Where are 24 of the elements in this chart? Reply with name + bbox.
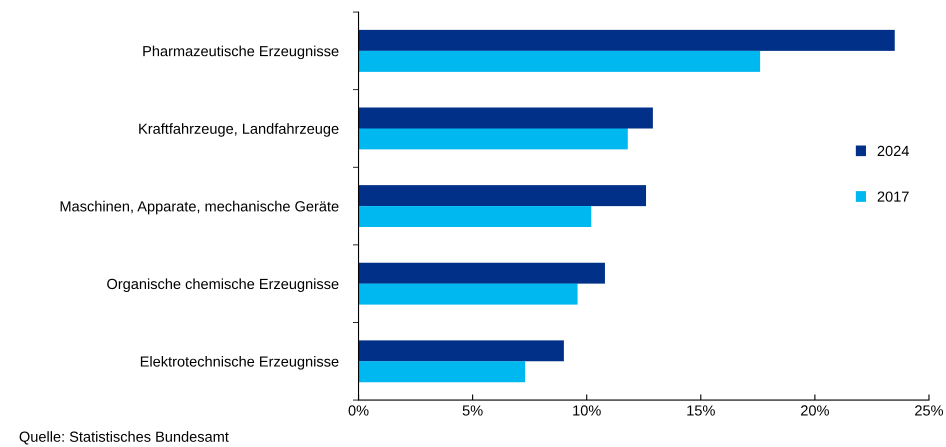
x-tick-label: 15%: [687, 405, 715, 416]
bar: [358, 50, 760, 72]
bar: [358, 185, 646, 206]
x-tick-label: 5%: [462, 405, 483, 416]
x-tick-label: 25%: [915, 405, 944, 416]
x-tick-label: 0%: [348, 405, 369, 416]
bar: [358, 361, 526, 382]
legend-label: 2024: [878, 146, 909, 156]
bar: [358, 340, 564, 362]
source-note: Quelle: Statistisches Bundesamt: [20, 431, 229, 444]
bar: [358, 128, 628, 150]
y-tick-label: Pharmazeutische Erzeugnisse: [143, 46, 338, 60]
bar: [358, 108, 653, 128]
legend-label: 2017: [878, 191, 909, 202]
y-tick-label: Elektrotechnische Erzeugnisse: [140, 356, 338, 370]
bar: [358, 262, 605, 284]
x-tick-label: 10%: [573, 405, 601, 416]
bar: [358, 284, 578, 305]
y-tick-label: Organische chemische Erzeugnisse: [107, 278, 338, 292]
x-tick-label: 20%: [801, 405, 829, 416]
bar: [358, 30, 895, 51]
y-tick-label: Maschinen, Apparate, mechanische Geräte: [60, 200, 338, 214]
y-tick-label: Kraftfahrzeuge, Landfahrzeuge: [139, 123, 338, 137]
bar: [358, 206, 592, 228]
